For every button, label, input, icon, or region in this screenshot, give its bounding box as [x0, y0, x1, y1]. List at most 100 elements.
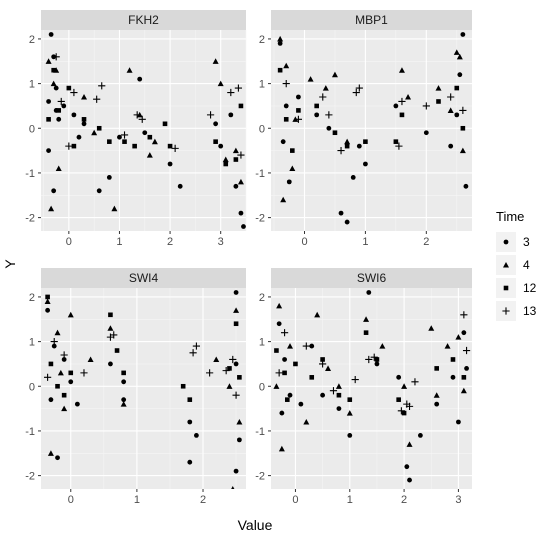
point-time-4 — [146, 152, 153, 158]
point-time-4 — [289, 165, 296, 172]
point-time-12 — [180, 383, 186, 389]
point-time-13 — [282, 80, 290, 88]
point-time-13 — [398, 97, 406, 106]
panel-swi4: SWI4 0 1 2 -2 -1 0 1 2 — [25, 268, 246, 506]
point-time-4 — [280, 196, 287, 203]
point-time-3 — [71, 112, 77, 118]
facet-strip-label: FKH2 — [128, 13, 159, 27]
point-time-12 — [81, 117, 87, 122]
point-time-4 — [433, 392, 440, 398]
point-time-4 — [307, 76, 314, 82]
point-time-12 — [68, 370, 74, 376]
point-time-3 — [233, 183, 239, 189]
legend-label: 4 — [523, 258, 530, 272]
point-time-3 — [363, 161, 368, 167]
panel-background — [271, 288, 472, 489]
point-time-13 — [352, 88, 360, 97]
point-time-12 — [454, 85, 460, 91]
point-time-4 — [444, 343, 451, 349]
point-time-13 — [325, 111, 333, 119]
point-time-4 — [322, 85, 329, 91]
point-time-4 — [401, 383, 408, 389]
y-tick-label: 0 — [259, 381, 265, 393]
point-time-3 — [460, 32, 466, 37]
panel-background — [41, 30, 246, 231]
point-time-13 — [171, 144, 179, 152]
x-tick-label: 0 — [68, 494, 74, 506]
point-time-4 — [45, 58, 52, 64]
point-time-12 — [132, 143, 137, 149]
point-time-12 — [460, 125, 466, 131]
data-points — [273, 290, 471, 483]
point-time-4 — [54, 329, 61, 336]
point-time-3 — [277, 41, 283, 46]
panels-layer: FKH2 0 1 2 3 -2 -1 0 1 2 MBP1 0 1 2 -2 -1 0 1 2 SWI4 0 1 2 -2 -1… — [25, 10, 472, 506]
point-time-3 — [81, 121, 87, 127]
point-time-12 — [296, 108, 301, 113]
x-tick-label: 0 — [66, 236, 72, 248]
point-time-3 — [407, 477, 412, 483]
panel-fkh2: FKH2 0 1 2 3 -2 -1 0 1 2 — [25, 10, 247, 248]
point-time-13 — [397, 407, 405, 415]
point-time-13 — [65, 142, 73, 150]
point-time-3 — [45, 307, 51, 313]
point-time-12 — [277, 67, 283, 73]
point-time-4 — [325, 365, 332, 371]
point-time-4 — [120, 401, 127, 407]
point-time-4 — [233, 307, 240, 313]
point-time-12 — [363, 139, 368, 144]
point-time-4 — [81, 94, 88, 100]
point-time-4 — [344, 138, 351, 145]
point-time-3 — [142, 130, 148, 136]
point-time-13 — [237, 151, 245, 159]
point-time-4 — [346, 410, 353, 416]
point-time-3 — [46, 99, 51, 104]
point-time-12 — [223, 161, 229, 167]
point-time-12 — [167, 143, 173, 149]
point-time-12 — [55, 383, 60, 389]
point-time-12 — [46, 117, 51, 122]
point-time-4 — [428, 325, 435, 331]
x-tick-label: 3 — [218, 236, 224, 248]
y-tick-label: 1 — [259, 337, 265, 349]
point-time-3 — [296, 94, 301, 100]
facet-strip — [41, 268, 246, 288]
y-tick-label: -2 — [25, 471, 35, 483]
point-time-3 — [450, 374, 456, 380]
point-time-3 — [117, 134, 122, 140]
point-time-4 — [460, 387, 467, 394]
point-time-3 — [46, 148, 51, 154]
point-time-12 — [282, 370, 287, 376]
point-time-4 — [57, 369, 64, 376]
point-time-4 — [213, 356, 220, 363]
point-time-13 — [370, 353, 378, 361]
y-tick-label: 1 — [29, 79, 35, 91]
point-time-12 — [96, 125, 102, 131]
y-tick-label: 2 — [259, 34, 265, 46]
point-time-13 — [227, 88, 235, 97]
point-time-4 — [459, 147, 466, 154]
point-time-4 — [398, 67, 405, 73]
point-time-13 — [70, 88, 78, 97]
point-time-4 — [226, 383, 233, 389]
point-time-12 — [436, 99, 441, 104]
x-tick-label: 3 — [455, 494, 461, 506]
point-time-4 — [278, 445, 285, 452]
data-points — [277, 32, 469, 225]
point-time-12 — [363, 330, 369, 335]
point-time-3 — [454, 112, 460, 118]
point-time-3 — [53, 85, 59, 91]
x-tick-label: 2 — [401, 494, 407, 506]
y-tick-label: 2 — [259, 292, 265, 304]
point-time-4 — [107, 325, 114, 331]
facet-strip — [271, 268, 472, 288]
point-time-4 — [222, 156, 229, 163]
point-time-4 — [126, 67, 133, 73]
point-time-4 — [379, 343, 386, 349]
point-time-12 — [293, 361, 298, 367]
legend-title: Time — [496, 209, 524, 224]
point-time-3 — [96, 188, 102, 194]
point-time-13 — [351, 375, 359, 384]
point-time-3 — [187, 419, 193, 425]
point-time-4 — [363, 316, 370, 322]
